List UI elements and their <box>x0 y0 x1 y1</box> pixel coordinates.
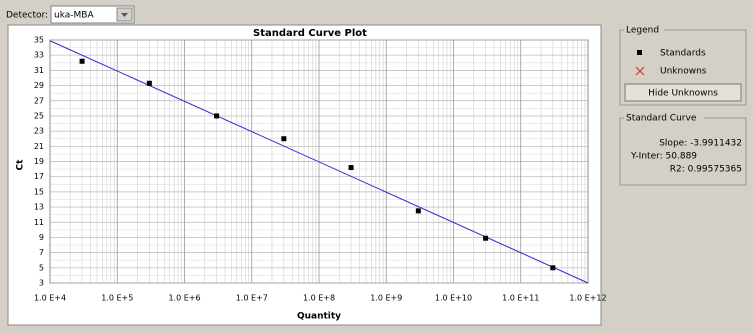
x-tick-label: 1.0 E+7 <box>236 294 268 303</box>
legend-x <box>635 66 645 76</box>
y-tick-label: 25 <box>34 111 44 120</box>
y-tick-label: 21 <box>34 142 44 151</box>
x-axis-label: Quantity <box>297 312 341 322</box>
legend-title-bg <box>624 25 664 35</box>
y-axis-label: Ct <box>16 159 26 171</box>
y-tick-label: 27 <box>34 96 44 105</box>
legend-group <box>619 29 747 106</box>
y-tick-label: 17 <box>34 172 44 181</box>
y-tick-label: 35 <box>34 36 44 45</box>
y-tick-label: 13 <box>34 203 44 212</box>
point <box>415 208 421 214</box>
y-tick-label: 19 <box>34 157 44 166</box>
x-tick-label: 1.0 E+11 <box>502 294 539 303</box>
point <box>79 58 85 64</box>
detector-label: Detector: <box>6 11 48 21</box>
fit-line <box>49 40 589 284</box>
legend-standards: Standards <box>660 49 706 59</box>
point <box>281 136 287 142</box>
button-label: Hide Unknowns <box>648 89 718 99</box>
y-tick-label: 31 <box>34 66 44 75</box>
curve-title-bg <box>624 113 704 123</box>
y-tick-label: 3 <box>39 279 44 288</box>
y-tick-label: 23 <box>34 127 44 136</box>
x-tick-label: 1.0 E+9 <box>370 294 402 303</box>
x-tick-label: 1.0 E+12 <box>569 294 606 303</box>
x-tick-label: 1.0 E+8 <box>303 294 335 303</box>
y-tick-label: 15 <box>34 187 44 196</box>
intercept: Y-Inter: 50.889 <box>630 152 697 162</box>
legend-unknowns: Unknowns <box>660 67 707 77</box>
point <box>214 113 220 119</box>
point <box>483 235 489 241</box>
detector-dropdown[interactable] <box>50 5 135 24</box>
y-tick-label: 5 <box>39 263 44 272</box>
legend-title: Legend <box>626 26 659 36</box>
y-tick-label: 9 <box>39 233 44 242</box>
dropdown-arrow <box>121 13 128 17</box>
y-tick-label: 7 <box>39 248 44 257</box>
detector-value: uka-MBA <box>54 11 94 21</box>
hide-unknowns-button[interactable] <box>624 83 742 102</box>
r2: R2: 0.99575365 <box>670 165 742 175</box>
x-tick-label: 1.0 E+6 <box>168 294 200 303</box>
slope: Slope: -3.9911432 <box>659 139 742 149</box>
y-tick-label: 33 <box>34 51 44 60</box>
x-tick-label: 1.0 E+5 <box>101 294 133 303</box>
legend-square <box>637 50 642 55</box>
x-tick-label: 1.0 E+10 <box>435 294 472 303</box>
curve-title: Standard Curve <box>626 114 697 124</box>
point <box>348 165 354 171</box>
y-tick-label: 11 <box>34 218 44 227</box>
point <box>550 265 556 271</box>
chart-title: Standard Curve Plot <box>253 28 367 39</box>
y-tick-label: 29 <box>34 81 44 90</box>
point <box>146 80 152 86</box>
x-tick-label: 1.0 E+4 <box>34 294 66 303</box>
